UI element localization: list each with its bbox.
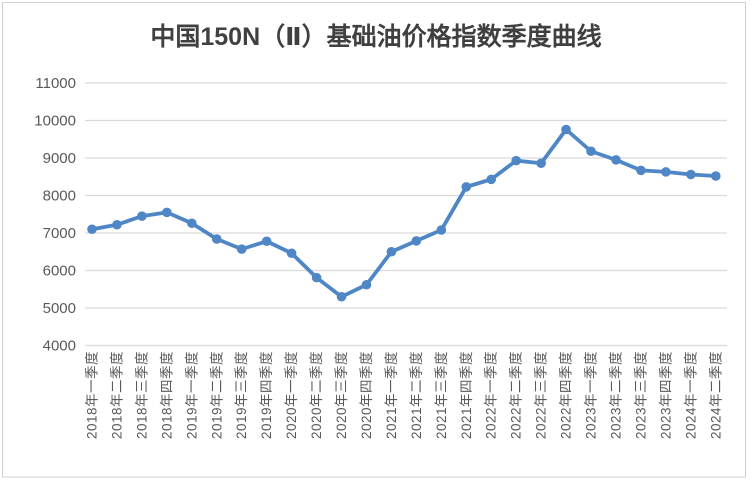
data-point-marker xyxy=(511,155,521,166)
data-point-marker xyxy=(561,124,571,135)
chart-frame-border xyxy=(2,2,746,478)
data-point-marker xyxy=(87,224,97,235)
chart-title: 中国150N（Ⅱ）基础油价格指数季度曲线 xyxy=(150,22,601,51)
x-tick-label: 2020年二季度 xyxy=(309,351,324,439)
y-tick-label-6000: 6000 xyxy=(43,263,76,280)
x-tick-label: 2022年三季度 xyxy=(534,351,549,439)
x-tick-label: 2024年一季度 xyxy=(683,351,698,439)
x-tick-label: 2023年一季度 xyxy=(584,351,599,439)
y-tick-label-10000: 10000 xyxy=(34,113,76,130)
y-tick-label-8000: 8000 xyxy=(43,188,76,205)
x-tick-label: 2021年二季度 xyxy=(409,351,424,439)
x-tick-label: 2019年一季度 xyxy=(184,351,199,439)
x-tick-label: 2019年四季度 xyxy=(259,351,274,439)
x-tick-label: 2023年四季度 xyxy=(658,351,673,439)
x-tick-label: 2021年四季度 xyxy=(459,351,474,439)
data-point-marker xyxy=(461,182,472,192)
x-tick-label: 2021年一季度 xyxy=(384,351,399,439)
y-tick-label-11000: 11000 xyxy=(35,75,76,92)
data-point-marker xyxy=(112,219,122,230)
x-tick-label: 2022年四季度 xyxy=(559,351,574,439)
data-point-marker xyxy=(261,236,272,247)
data-point-marker xyxy=(411,236,422,246)
data-point-marker xyxy=(661,167,671,177)
y-tick-label-5000: 5000 xyxy=(43,300,76,317)
data-point-marker xyxy=(311,272,322,283)
x-tick-label: 2020年一季度 xyxy=(284,351,299,439)
x-tick-label: 2018年四季度 xyxy=(159,351,174,439)
x-tick-label: 2023年二季度 xyxy=(608,351,623,439)
x-tick-label: 2020年三季度 xyxy=(334,351,349,439)
data-point-marker xyxy=(286,248,297,259)
data-point-marker xyxy=(636,165,646,176)
data-point-marker xyxy=(436,225,447,235)
x-tick-label: 2018年三季度 xyxy=(134,351,149,439)
x-tick-label: 2019年二季度 xyxy=(209,351,224,439)
data-point-marker xyxy=(686,169,696,180)
data-point-marker xyxy=(162,207,172,218)
x-tick-label: 2023年三季度 xyxy=(633,351,648,439)
x-tick-label: 2020年四季度 xyxy=(359,351,374,439)
y-axis-labels: 4000 5000 6000 7000 8000 9000 10000 11000 xyxy=(34,75,76,355)
x-tick-label: 2018年一季度 xyxy=(85,351,100,439)
data-point-marker xyxy=(486,174,497,185)
x-tick-label: 2022年二季度 xyxy=(509,351,524,439)
data-point-marker xyxy=(361,279,372,290)
x-tick-label: 2021年三季度 xyxy=(434,351,449,439)
data-point-marker xyxy=(137,211,147,221)
data-point-marker xyxy=(211,234,222,244)
data-point-marker xyxy=(711,171,721,181)
x-tick-label: 2022年一季度 xyxy=(484,351,499,439)
x-axis-labels: 2018年一季度 2018年二季度 2018年三季度 2018年四季度 2019年一季度… xyxy=(85,351,724,439)
x-tick-label: 2018年二季度 xyxy=(109,351,124,439)
data-point-marker xyxy=(386,246,397,257)
data-point-marker xyxy=(187,218,197,229)
data-point-marker xyxy=(236,244,247,254)
data-point-marker xyxy=(336,291,347,302)
data-point-marker xyxy=(536,158,546,169)
price-index-series xyxy=(87,124,721,302)
data-point-marker xyxy=(611,155,621,165)
y-tick-label-4000: 4000 xyxy=(43,338,76,355)
y-tick-label-9000: 9000 xyxy=(43,150,76,167)
x-tick-label: 2024年二季度 xyxy=(708,351,723,439)
y-tick-label-7000: 7000 xyxy=(43,225,76,242)
data-point-marker xyxy=(586,146,596,157)
x-tick-label: 2019年三季度 xyxy=(234,351,249,439)
